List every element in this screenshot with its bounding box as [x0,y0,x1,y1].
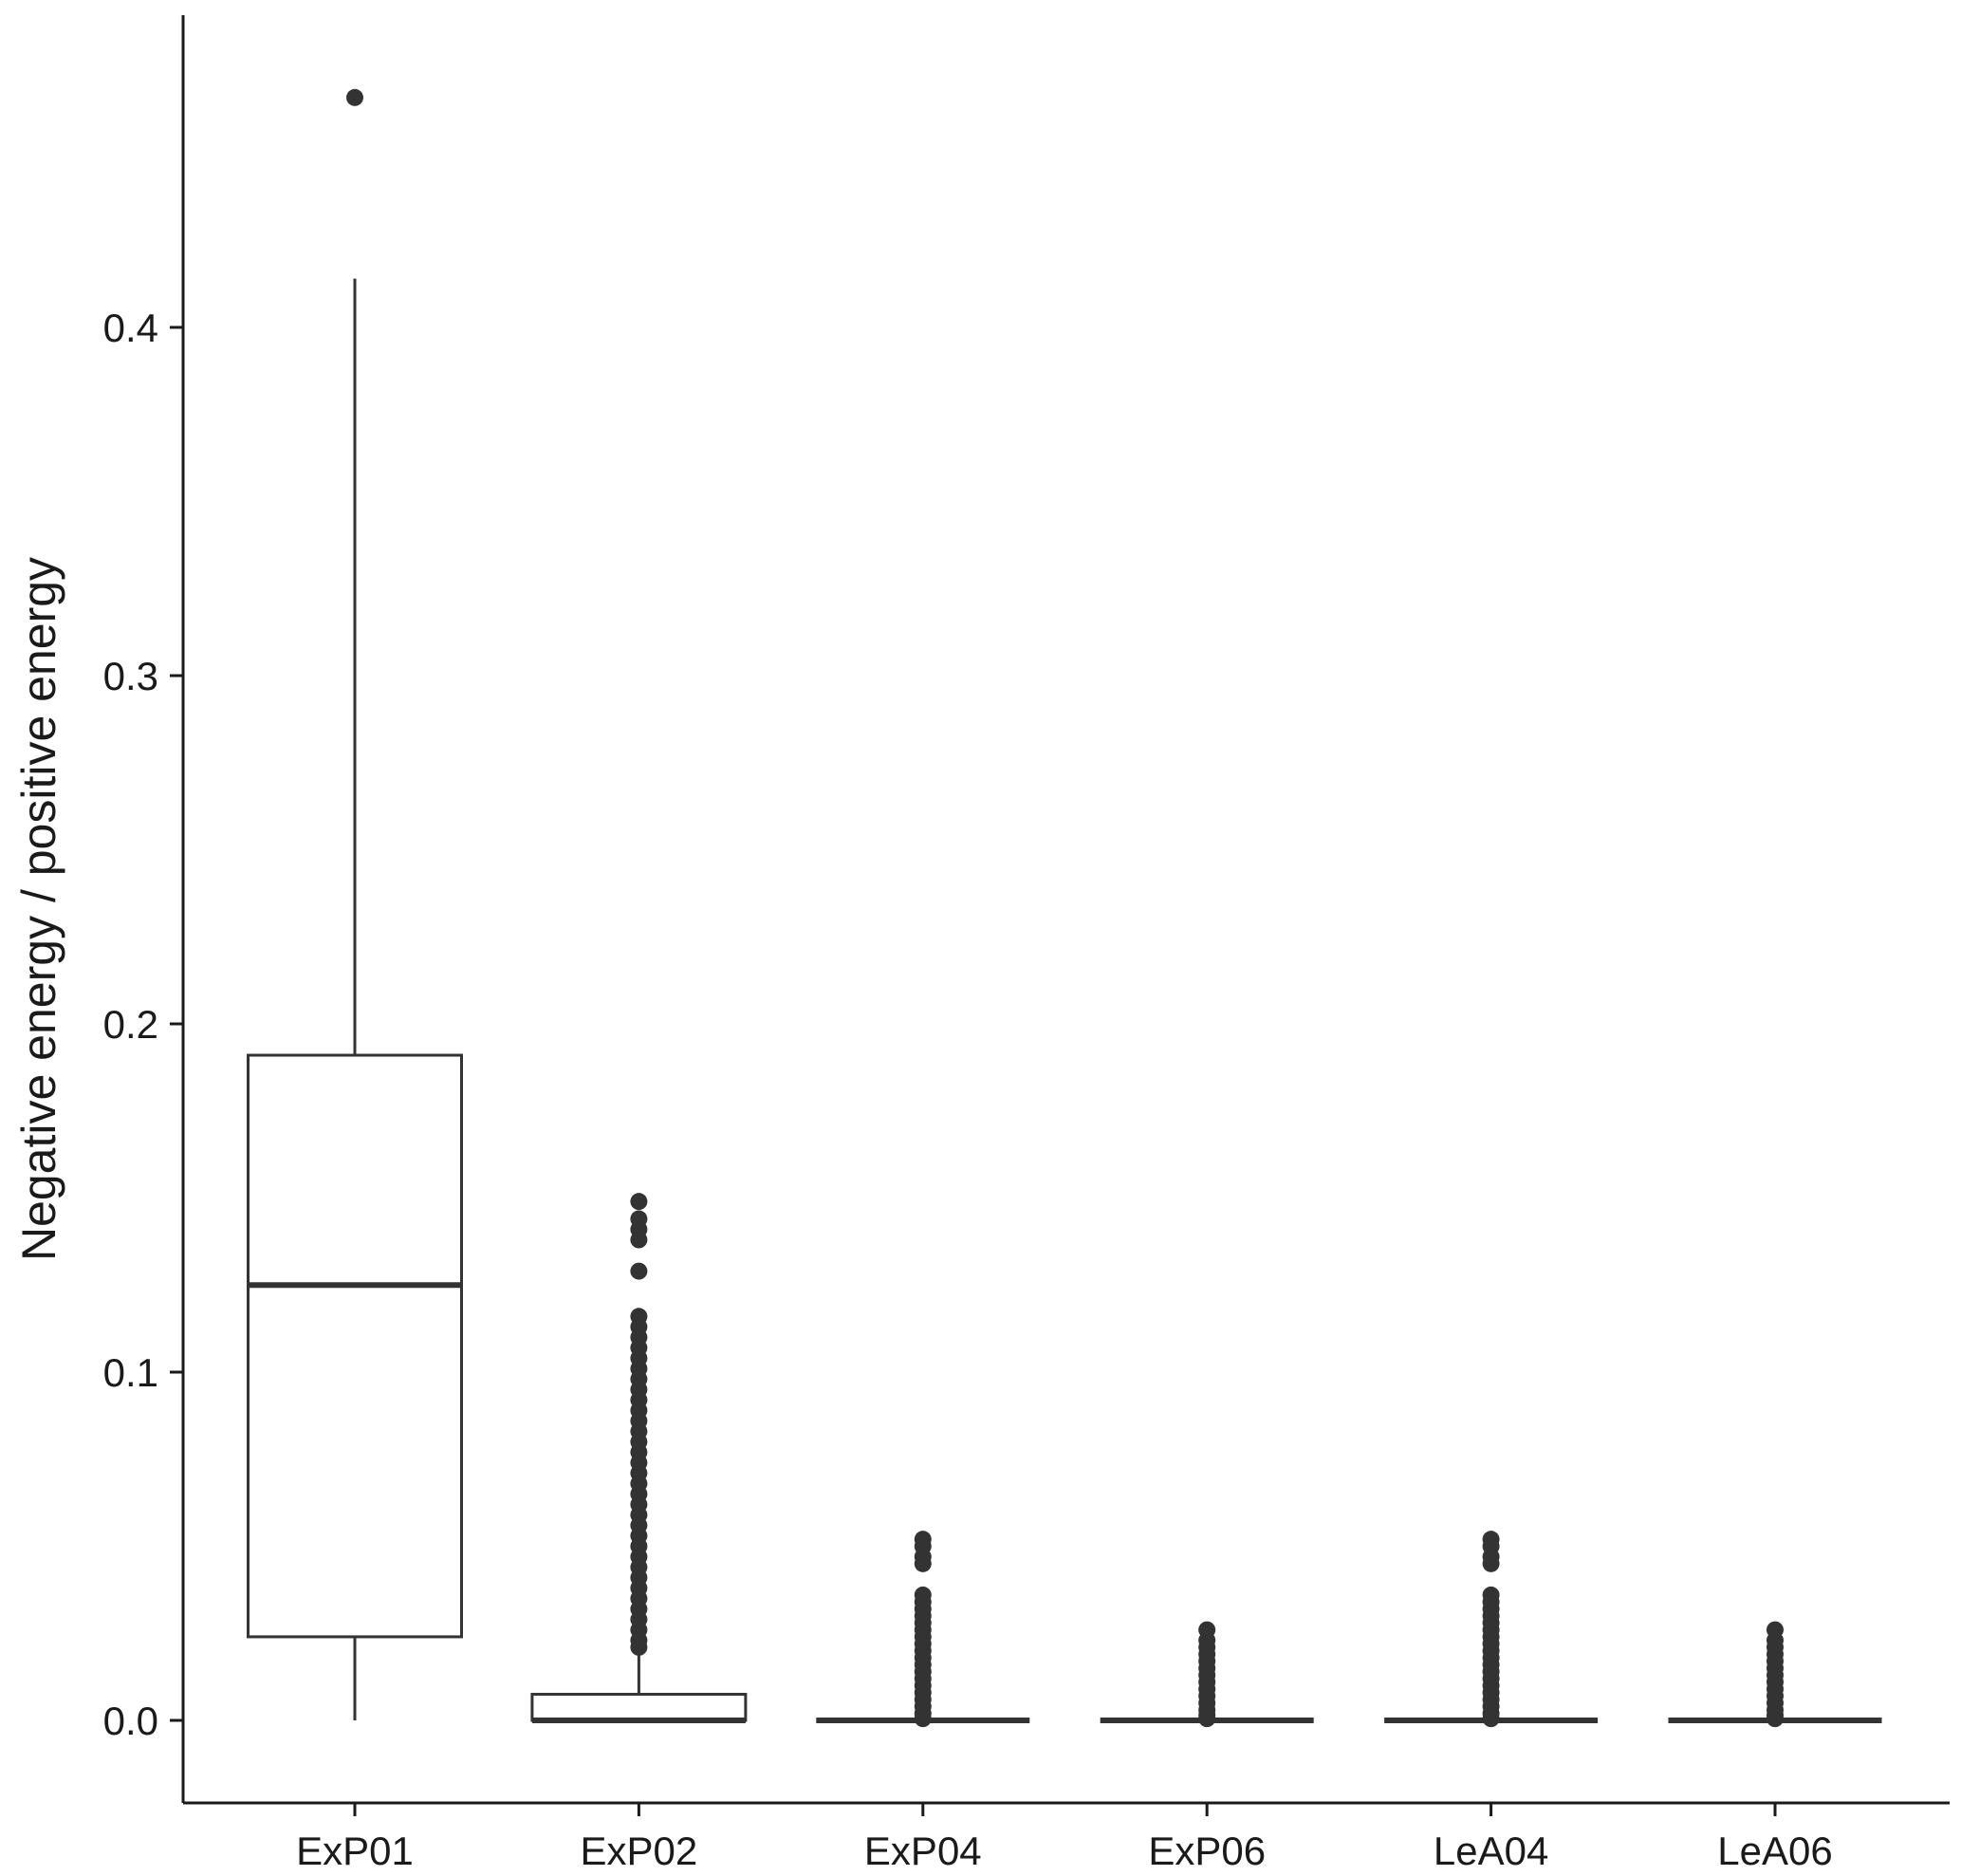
outlier-point [1482,1554,1500,1572]
outlier-point [346,88,363,106]
y-ticks: 0.0 0.1 0.2 0.3 0.4 [103,306,183,1743]
y-tick-label: 0.1 [103,1350,158,1395]
x-tick-label: ExP01 [296,1829,414,1873]
outlier-point [630,1262,648,1280]
y-tick-label: 0.2 [103,1002,158,1047]
x-ticks: ExP01 ExP02 ExP04 ExP06 LeA04 LeA06 [296,1803,1833,1873]
box-exp06 [1100,1621,1314,1728]
outlier-point [630,1638,648,1656]
axes-layer [181,15,1950,1805]
boxes-layer [247,88,1882,1728]
x-tick-label: LeA04 [1434,1829,1548,1873]
box-lea04 [1384,1531,1599,1728]
outlier-point [630,1231,648,1249]
outlier-point [914,1554,932,1572]
iqr-box [530,1692,748,1722]
box-exp02 [530,1193,748,1723]
box-lea06 [1668,1621,1882,1728]
x-tick-label: ExP04 [864,1829,982,1873]
outlier-point [1482,1710,1500,1728]
y-tick-label: 0.4 [103,306,158,350]
outlier-point [630,1193,648,1211]
y-tick-label: 0.0 [103,1699,158,1743]
x-tick-label: ExP06 [1148,1829,1266,1873]
outlier-point [1198,1710,1216,1728]
y-axis-title: Negative energy / positive energy [12,557,65,1261]
box-exp04 [816,1531,1030,1728]
y-tick-label: 0.3 [103,654,158,698]
x-tick-label: ExP02 [581,1829,698,1873]
outlier-point [1767,1710,1784,1728]
outlier-point [914,1710,932,1728]
box-exp01 [247,88,463,1720]
iqr-box [247,1053,463,1639]
x-tick-label: LeA06 [1717,1829,1832,1873]
